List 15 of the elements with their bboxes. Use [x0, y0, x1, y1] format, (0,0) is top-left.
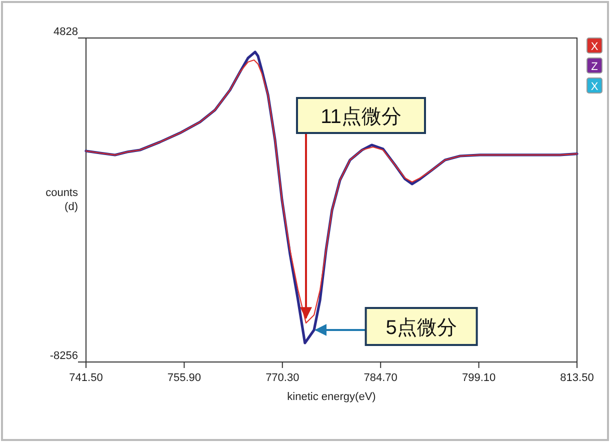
x-axis-title: kinetic energy(eV): [287, 391, 376, 403]
y-axis-title: counts (d): [46, 187, 78, 213]
x-tick-label: 741.50: [69, 372, 103, 384]
y-tick-label: 4828: [54, 26, 78, 38]
x-tick-label: 784.70: [364, 372, 398, 384]
annotation: 5点微分: [386, 316, 457, 339]
x-tick-label: 755.90: [167, 372, 202, 384]
annotation: 11点微分: [320, 106, 402, 128]
x-tick-label: 813.50: [560, 372, 594, 384]
button: Z: [586, 58, 602, 74]
x-tick-label: 799.10: [462, 372, 496, 384]
y-tick-label: -8256: [50, 350, 78, 362]
button: X: [586, 38, 602, 54]
x-tick-label: 770.30: [266, 372, 300, 384]
button: X: [586, 78, 602, 94]
